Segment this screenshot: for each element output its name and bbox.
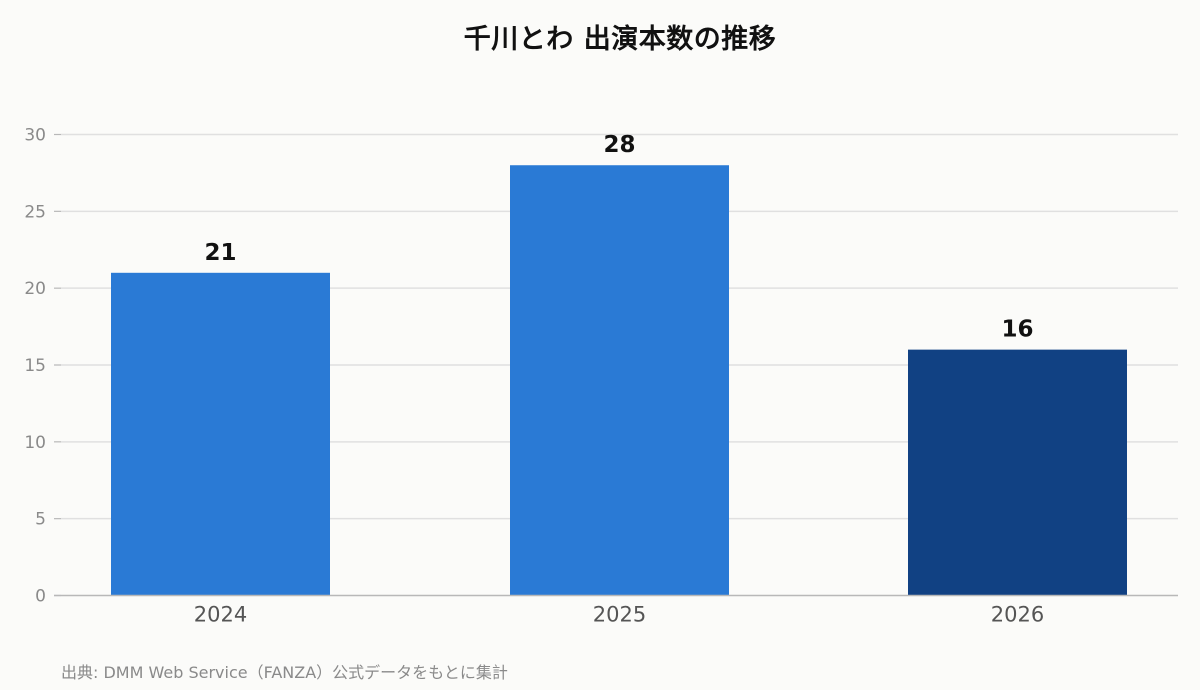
y-tick-label: 10	[24, 433, 46, 453]
y-tick-label: 20	[24, 279, 46, 299]
source-note: 出典: DMM Web Service（FANZA）公式データをもとに集計	[61, 663, 508, 682]
y-tick-label: 5	[35, 510, 46, 530]
value-label-2025: 28	[603, 132, 635, 158]
chart-title: 千川とわ 出演本数の推移	[463, 24, 777, 55]
bars	[111, 165, 1127, 596]
value-labels: 21 28 16	[204, 132, 1033, 342]
y-tick-label: 30	[24, 126, 46, 146]
value-label-2026: 16	[1001, 317, 1033, 343]
x-axis-labels: 2024 2025 2026	[194, 603, 1044, 627]
y-tick-label: 25	[24, 202, 46, 222]
x-tick-label-2024: 2024	[194, 603, 247, 627]
y-tick-label: 15	[24, 356, 46, 376]
y-axis-ticks: 0 5 10 15 20 25 30	[24, 126, 61, 607]
y-tick-label: 0	[35, 587, 46, 607]
x-tick-label-2026: 2026	[991, 603, 1044, 627]
bar-2025	[510, 165, 729, 596]
bar-2026	[908, 349, 1127, 596]
value-label-2024: 21	[204, 240, 236, 266]
x-tick-label-2025: 2025	[593, 603, 646, 627]
bar-2024	[111, 272, 330, 596]
